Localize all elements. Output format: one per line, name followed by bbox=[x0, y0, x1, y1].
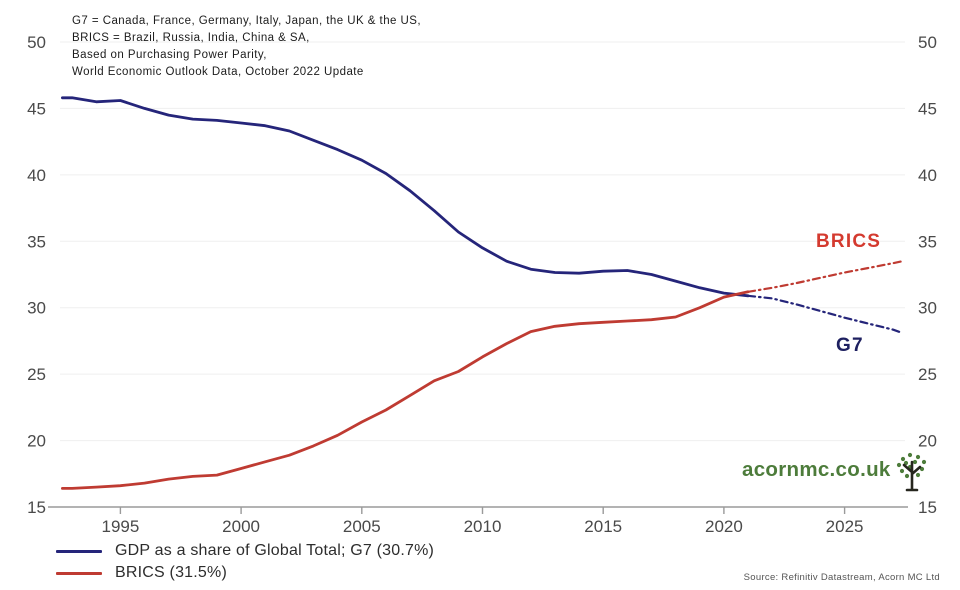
y-tick-label-right: 20 bbox=[918, 432, 937, 451]
x-tick-label: 2005 bbox=[343, 517, 381, 536]
y-tick-label-right: 50 bbox=[918, 33, 937, 52]
y-tick-label-right: 30 bbox=[918, 299, 937, 318]
source-credit: Source: Refinitiv Datastream, Acorn MC L… bbox=[743, 572, 940, 583]
x-tick-label: 2025 bbox=[826, 517, 864, 536]
legend-label-brics: BRICS (31.5%) bbox=[115, 564, 227, 581]
legend-row-g7: GDP as a share of Global Total; G7 (30.7… bbox=[56, 540, 434, 562]
x-tick-label: 2020 bbox=[705, 517, 743, 536]
series-line-brics-projection bbox=[747, 260, 904, 293]
annotation-line: G7 = Canada, France, Germany, Italy, Jap… bbox=[72, 15, 422, 27]
brics-line-swatch bbox=[56, 571, 102, 575]
acornmc-logo: acornmc.co.uk bbox=[742, 452, 930, 501]
y-tick-label-left: 35 bbox=[27, 232, 46, 251]
x-tick-label: 2010 bbox=[464, 517, 502, 536]
chart-legend: GDP as a share of Global Total; G7 (30.7… bbox=[56, 540, 434, 584]
y-tick-label-right: 25 bbox=[918, 365, 937, 384]
y-tick-label-left: 15 bbox=[27, 498, 46, 517]
series-line-g7-projection bbox=[747, 294, 904, 335]
legend-label-g7: GDP as a share of Global Total; G7 (30.7… bbox=[115, 542, 435, 559]
y-tick-label-left: 45 bbox=[27, 99, 46, 118]
y-tick-label-left: 50 bbox=[27, 33, 46, 52]
y-tick-label-right: 40 bbox=[918, 166, 937, 185]
y-tick-label-right: 35 bbox=[918, 232, 937, 251]
chart-annotation: G7 = Canada, France, Germany, Italy, Jap… bbox=[72, 13, 532, 81]
x-tick-label: 2015 bbox=[584, 517, 622, 536]
acornmc-site-text: acornmc.co.uk bbox=[742, 458, 891, 481]
tree-icon bbox=[894, 450, 930, 501]
y-tick-label-left: 25 bbox=[27, 365, 46, 384]
x-tick-label: 2000 bbox=[222, 517, 260, 536]
y-tick-label-right: 15 bbox=[918, 498, 937, 517]
legend-row-brics: BRICS (31.5%) bbox=[56, 562, 434, 584]
series-line-brics-actual bbox=[61, 290, 750, 490]
y-tick-label-left: 30 bbox=[27, 299, 46, 318]
annotation-line: Based on Purchasing Power Parity, bbox=[72, 49, 267, 61]
y-tick-label-left: 40 bbox=[27, 166, 46, 185]
g7-series-label: G7 bbox=[836, 335, 864, 356]
annotation-line: World Economic Outlook Data, October 202… bbox=[72, 66, 364, 78]
series-line-g7-actual bbox=[61, 96, 750, 298]
y-tick-label-left: 20 bbox=[27, 432, 46, 451]
g7-line-swatch bbox=[56, 549, 102, 553]
brics-series-label: BRICS bbox=[816, 231, 882, 252]
annotation-line: BRICS = Brazil, Russia, India, China & S… bbox=[72, 32, 310, 44]
x-tick-label: 1995 bbox=[101, 517, 139, 536]
y-tick-label-right: 45 bbox=[918, 99, 937, 118]
